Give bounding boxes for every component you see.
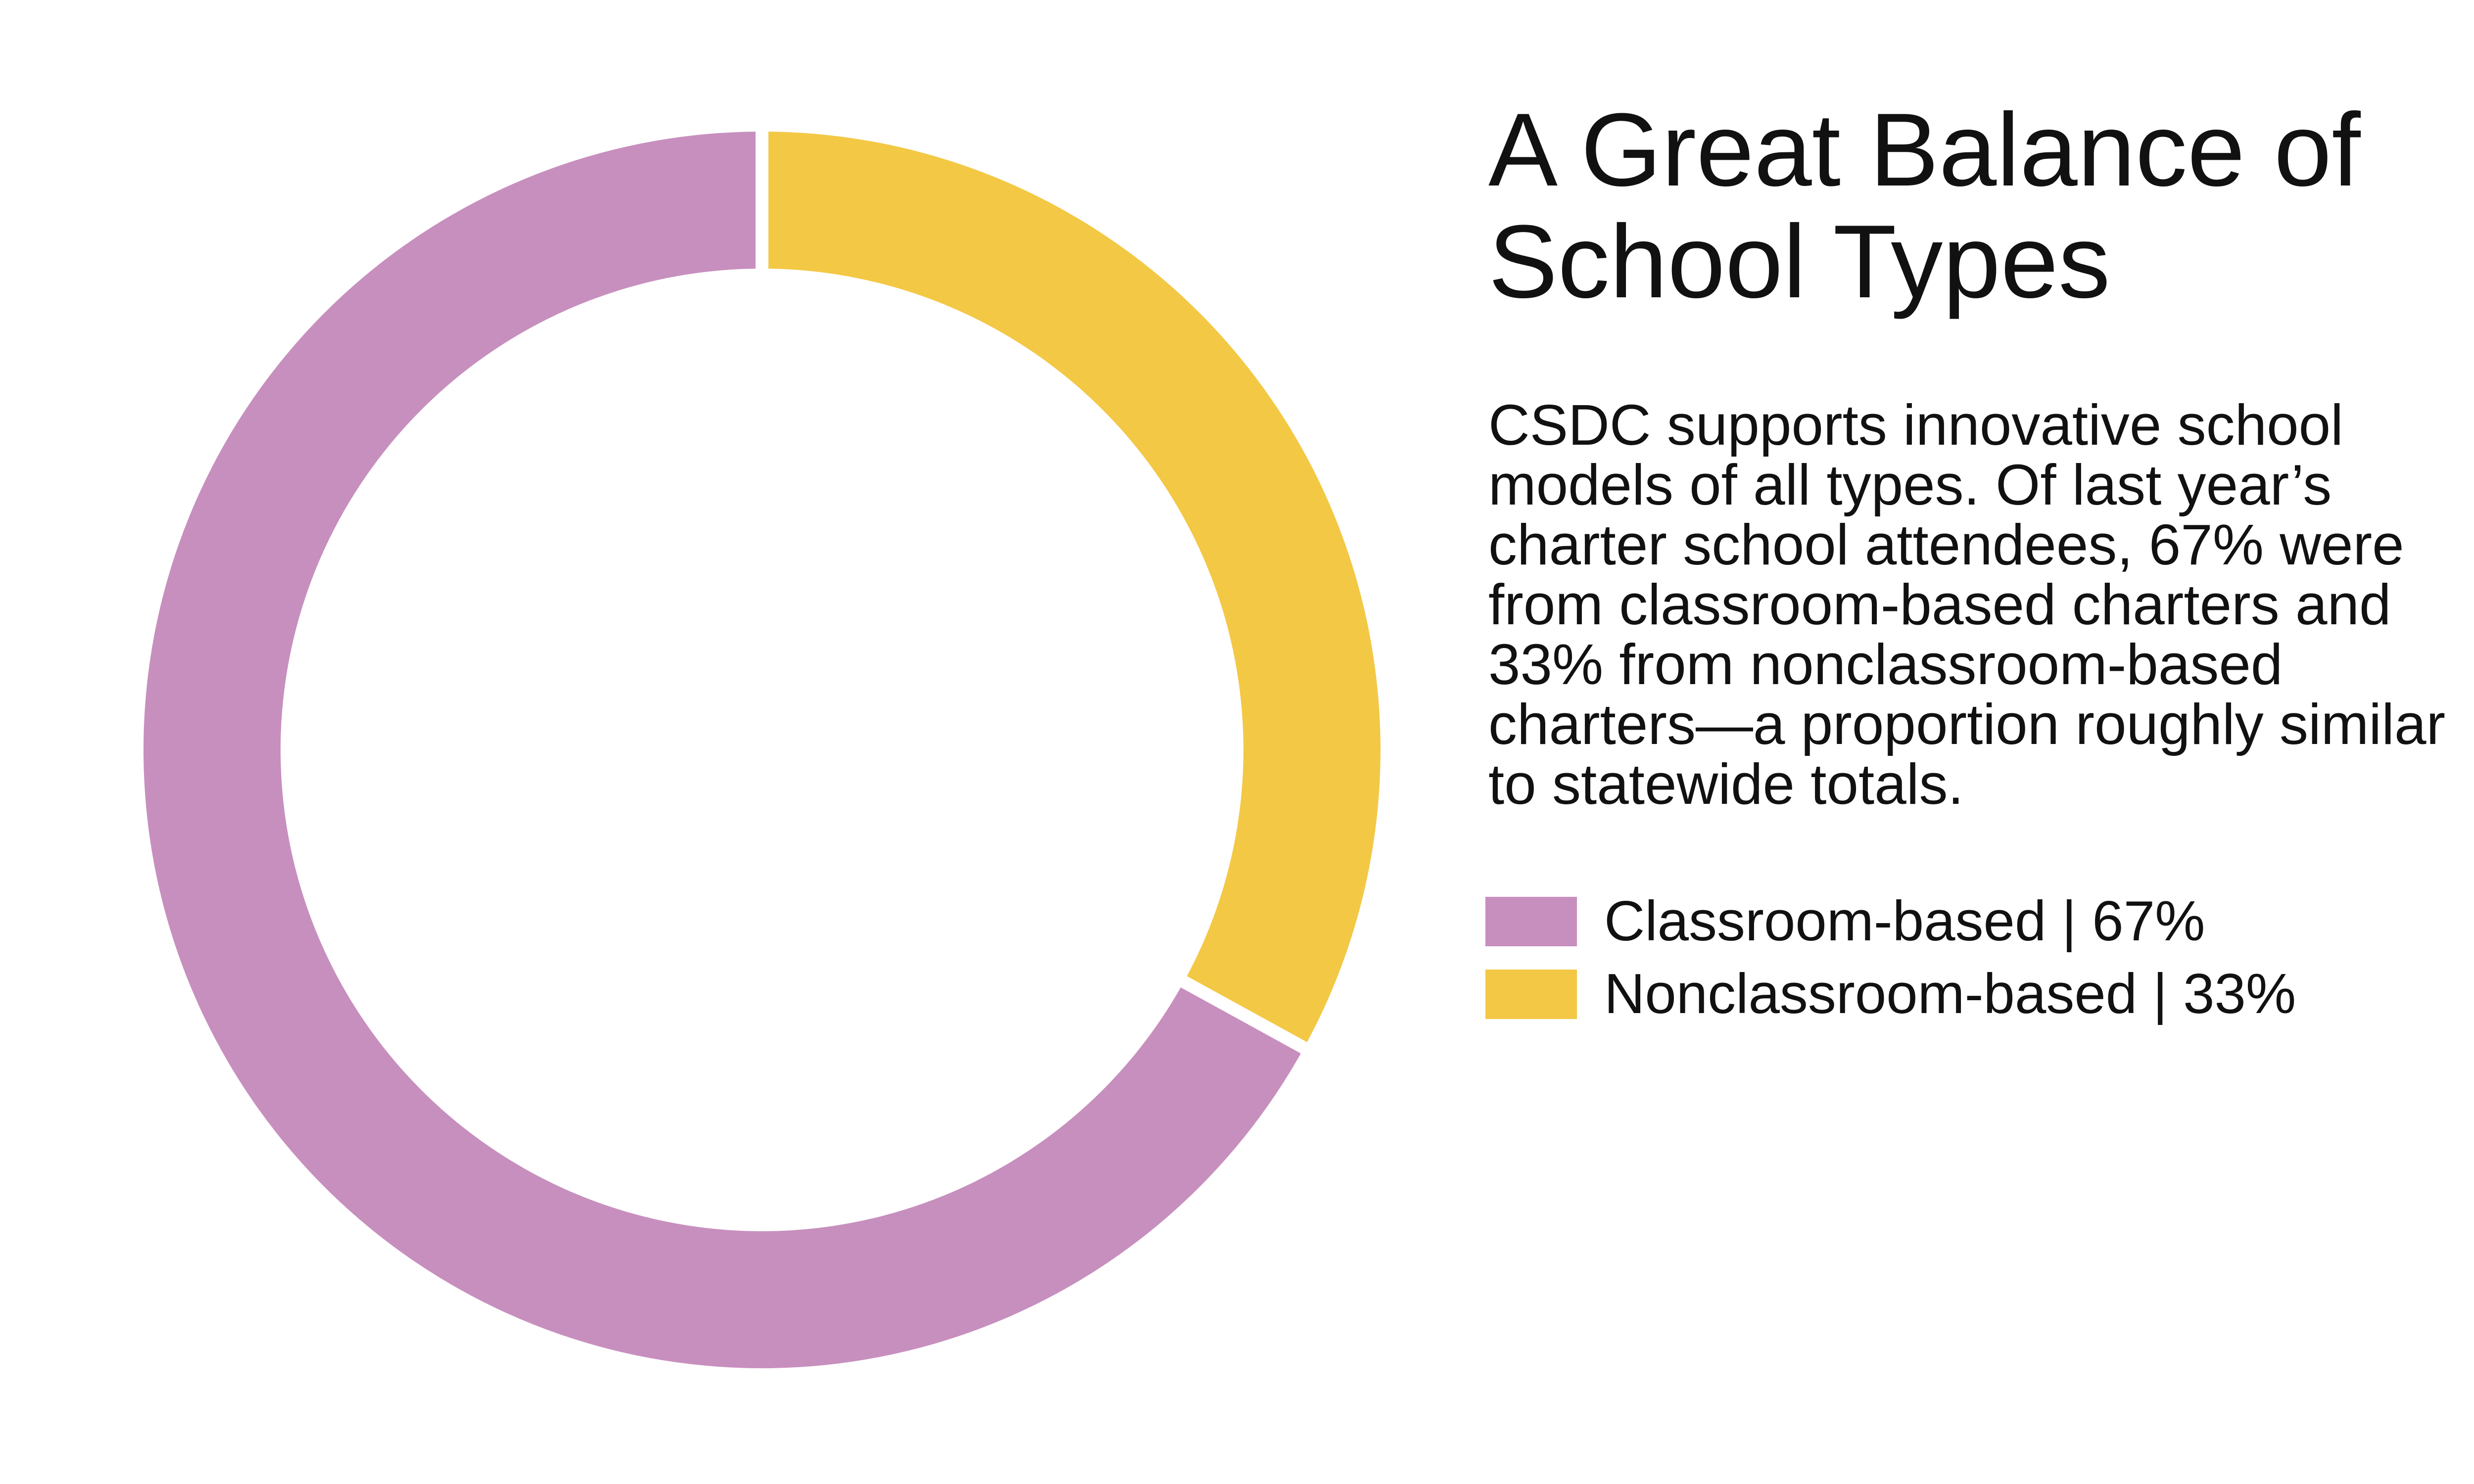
- legend-swatch-classroom-based: [1485, 897, 1577, 946]
- legend: Classroom-based | 67% Nonclassroom-based…: [1485, 890, 2296, 1025]
- description-paragraph: CSDC supports innovative school models o…: [1488, 393, 2446, 816]
- page-title: A Great Balance of School Types: [1488, 92, 2361, 320]
- legend-label-nonclassroom-based: Nonclassroom-based | 33%: [1604, 963, 2296, 1025]
- legend-item-classroom-based: Classroom-based | 67%: [1485, 890, 2296, 953]
- donut-chart-svg: [143, 132, 1380, 1368]
- legend-swatch-nonclassroom-based: [1485, 970, 1577, 1019]
- legend-label-classroom-based: Classroom-based | 67%: [1604, 890, 2205, 953]
- donut-segment-nonclassroom-based: [762, 132, 1380, 1048]
- donut-segment-gap: [759, 744, 1307, 1054]
- legend-item-nonclassroom-based: Nonclassroom-based | 33%: [1485, 963, 2296, 1025]
- donut-chart: [143, 132, 1380, 1368]
